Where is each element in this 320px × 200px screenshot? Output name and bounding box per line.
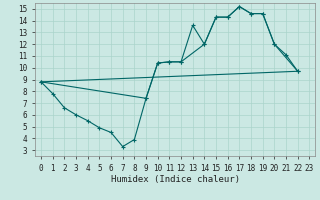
X-axis label: Humidex (Indice chaleur): Humidex (Indice chaleur) xyxy=(111,175,240,184)
